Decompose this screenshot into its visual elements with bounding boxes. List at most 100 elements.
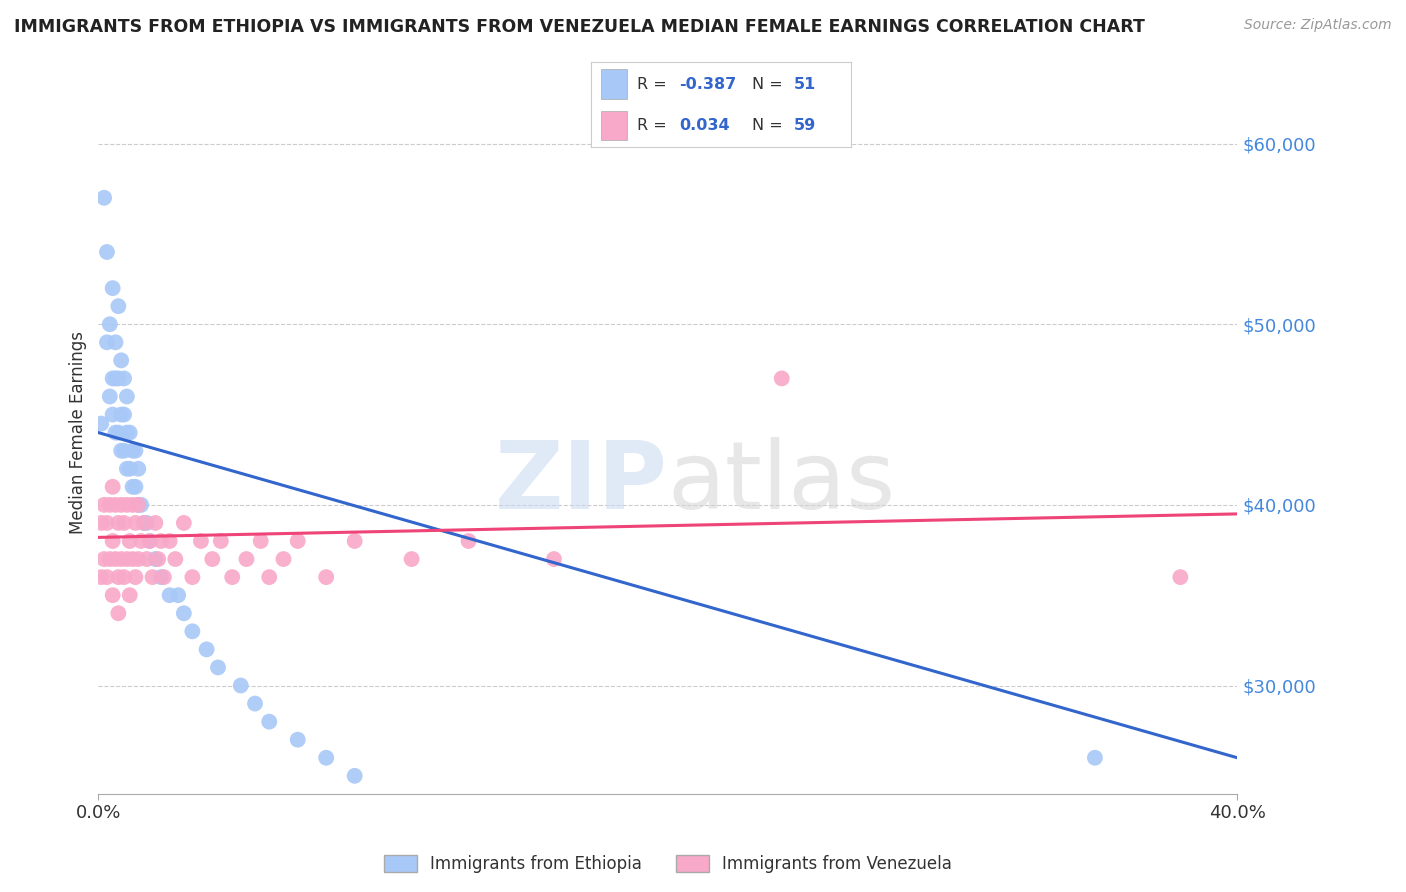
Point	[98, 552, 121, 566]
Point	[153, 570, 176, 584]
Point	[121, 443, 143, 458]
Point	[115, 498, 138, 512]
Point	[96, 516, 118, 530]
Point	[129, 498, 152, 512]
Text: atlas: atlas	[668, 437, 896, 529]
Point	[173, 607, 195, 621]
Point	[207, 660, 229, 674]
Point	[101, 533, 124, 548]
Text: N =: N =	[752, 77, 783, 92]
Point	[107, 371, 129, 385]
Point	[101, 281, 124, 295]
Point	[138, 533, 160, 548]
Point	[343, 769, 366, 783]
Legend: Immigrants from Ethiopia, Immigrants from Venezuela: Immigrants from Ethiopia, Immigrants fro…	[377, 848, 959, 880]
Point	[315, 751, 337, 765]
Point	[243, 697, 266, 711]
Point	[190, 533, 212, 548]
Text: 59: 59	[793, 118, 815, 133]
Point	[1084, 751, 1107, 765]
Point	[93, 552, 115, 566]
Point	[115, 462, 138, 476]
Point	[343, 533, 366, 548]
Point	[209, 533, 232, 548]
Point	[150, 570, 173, 584]
Point	[90, 570, 112, 584]
Point	[112, 570, 135, 584]
Point	[201, 552, 224, 566]
Point	[110, 552, 132, 566]
Point	[104, 498, 127, 512]
Point	[259, 570, 281, 584]
Text: 0.034: 0.034	[679, 118, 730, 133]
Point	[101, 408, 124, 422]
Point	[104, 371, 127, 385]
Point	[93, 498, 115, 512]
Point	[107, 607, 129, 621]
Text: 51: 51	[793, 77, 815, 92]
Point	[141, 570, 163, 584]
Point	[167, 588, 190, 602]
Point	[127, 498, 149, 512]
Text: IMMIGRANTS FROM ETHIOPIA VS IMMIGRANTS FROM VENEZUELA MEDIAN FEMALE EARNINGS COR: IMMIGRANTS FROM ETHIOPIA VS IMMIGRANTS F…	[14, 18, 1144, 36]
Point	[115, 390, 138, 404]
Point	[159, 588, 181, 602]
Point	[118, 588, 141, 602]
Point	[259, 714, 281, 729]
Point	[124, 516, 146, 530]
Point	[115, 552, 138, 566]
Point	[107, 570, 129, 584]
Point	[165, 552, 187, 566]
Point	[124, 443, 146, 458]
Point	[173, 516, 195, 530]
Point	[118, 462, 141, 476]
Point	[101, 588, 124, 602]
Point	[127, 498, 149, 512]
Point	[107, 516, 129, 530]
Point	[249, 533, 271, 548]
Point	[1170, 570, 1192, 584]
Point	[150, 533, 173, 548]
Point	[112, 371, 135, 385]
Point	[543, 552, 565, 566]
Text: Source: ZipAtlas.com: Source: ZipAtlas.com	[1244, 18, 1392, 32]
Point	[145, 552, 167, 566]
Point	[115, 425, 138, 440]
Point	[90, 516, 112, 530]
Text: R =: R =	[637, 118, 666, 133]
Point	[121, 480, 143, 494]
Point	[104, 552, 127, 566]
Text: N =: N =	[752, 118, 783, 133]
Point	[273, 552, 295, 566]
Point	[145, 516, 167, 530]
Point	[138, 533, 160, 548]
Point	[96, 335, 118, 350]
Point	[287, 732, 309, 747]
Point	[93, 191, 115, 205]
Point	[221, 570, 243, 584]
Point	[121, 498, 143, 512]
Point	[235, 552, 257, 566]
Point	[135, 516, 157, 530]
Point	[112, 408, 135, 422]
Point	[110, 408, 132, 422]
Point	[110, 353, 132, 368]
Point	[107, 425, 129, 440]
Point	[112, 443, 135, 458]
Point	[401, 552, 423, 566]
Point	[315, 570, 337, 584]
Point	[98, 498, 121, 512]
Point	[101, 371, 124, 385]
Point	[287, 533, 309, 548]
Point	[96, 244, 118, 259]
Point	[127, 462, 149, 476]
Point	[101, 480, 124, 494]
Point	[229, 678, 252, 692]
Point	[104, 425, 127, 440]
Point	[181, 624, 204, 639]
Text: R =: R =	[637, 77, 666, 92]
Text: -0.387: -0.387	[679, 77, 737, 92]
Point	[159, 533, 181, 548]
Bar	[600, 111, 627, 140]
Point	[107, 299, 129, 313]
